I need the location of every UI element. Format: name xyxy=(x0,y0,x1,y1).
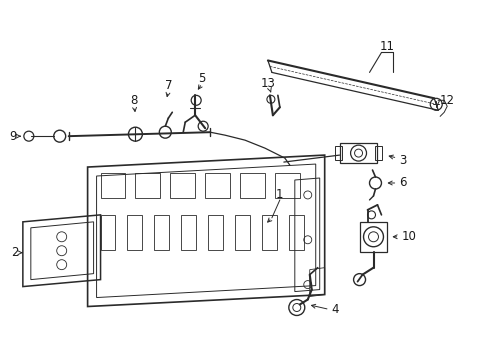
Text: 5: 5 xyxy=(198,72,205,85)
Text: 10: 10 xyxy=(401,230,415,243)
Text: 9: 9 xyxy=(9,130,17,143)
Text: 4: 4 xyxy=(331,303,339,316)
Text: 12: 12 xyxy=(438,94,453,107)
Text: 3: 3 xyxy=(399,154,406,167)
Text: 2: 2 xyxy=(11,246,19,259)
Text: 11: 11 xyxy=(379,40,394,53)
Text: 1: 1 xyxy=(276,188,283,202)
Text: 13: 13 xyxy=(260,77,275,90)
Text: 8: 8 xyxy=(130,94,138,107)
Text: 7: 7 xyxy=(164,79,172,92)
Text: 6: 6 xyxy=(399,176,406,189)
